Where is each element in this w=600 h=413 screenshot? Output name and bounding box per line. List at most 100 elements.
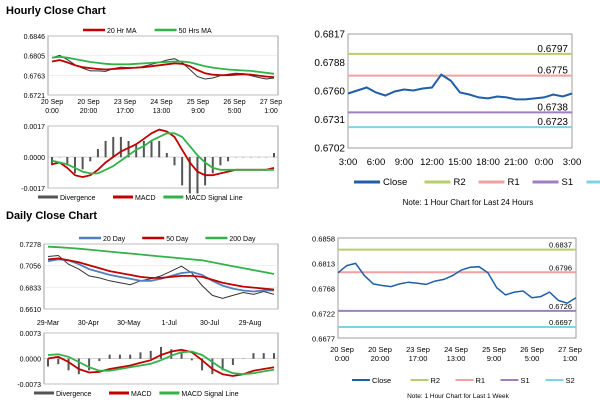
daily-xtick: 30-Jul [200,320,220,327]
pivot-24h-xtick: 21:00 [504,157,528,168]
daily-divergence-bar [221,358,224,371]
daily-divergence-bar [57,358,60,365]
hourly-chart-title: Hourly Close Chart [6,5,106,17]
hourly-xtick-date: 23 Sep [114,99,136,106]
hourly-divergence-bar [119,136,122,158]
pivot-week-ytick: 0.6677 [312,335,335,344]
pivot-week-legend-label: R1 [476,376,486,385]
pivot-24h-xtick: 18:00 [476,157,500,168]
hourly-price-ytick: 0.6846 [24,34,46,41]
pivot-week-xtick-date: 24 Sep [444,345,468,354]
hourly-divergence-bar [165,152,168,158]
daily-macd-ytick: 0.0073 [20,331,42,338]
hourly-divergence-bar [181,157,184,186]
pivot-24h-close-line [347,73,573,101]
pivot-week-level-label: 0.6837 [549,241,572,250]
daily-xtick: 29-Aug [239,320,262,327]
hourly-price-close-line [51,54,275,80]
pivot-24h-frame [347,33,573,149]
daily-macd-legend-label: MACD Signal Line [181,391,238,398]
pivot-week-xtick-time: 0:00 [335,354,350,363]
hourly-divergence-bar [89,157,92,162]
daily-divergence-bar [88,358,91,371]
hourly-xtick-time: 9:00 [191,108,205,115]
hourly-xtick-time: 13:00 [153,108,171,115]
pivot-week-level-label: 0.6796 [549,263,572,272]
pivot-week-xtick-time: 5:00 [525,354,540,363]
daily-macd-legend-label: MACD [131,391,152,398]
hourly-xtick-time: 1:00 [264,108,278,115]
daily-macd-ytick: -0.0073 [17,382,41,389]
hourly-divergence-bar [188,157,191,194]
pivot-24h-legend-label: R2 [454,177,466,188]
pivot-week-xtick-time: 13:00 [447,354,466,363]
hourly-divergence-bar [112,136,115,158]
hourly-divergence-bar [142,140,145,158]
hourly-divergence-bar [73,157,76,174]
hourly-divergence-bar [66,157,69,166]
pivot-24h-ytick: 0.6788 [314,58,345,69]
daily-price-ytick: 0.7278 [20,242,42,249]
pivot-week-ytick: 0.6722 [312,310,335,319]
hourly-divergence-bar [127,140,130,158]
pivot-week-xtick-date: 26 Sep [520,345,544,354]
hourly-divergence-bar [158,140,161,158]
hourly-xtick-date: 20 Sep [77,99,99,106]
hourly-xtick-date: 25 Sep [187,99,209,106]
hourly-ma-20-hr-ma [51,59,275,78]
daily-divergence-bar [77,358,80,375]
daily-divergence-bar [231,358,234,365]
hourly-ma-50-hrs-ma [51,55,275,75]
pivot-24h-level-label: 0.6775 [537,66,568,77]
pivot-24h-level-label: 0.6723 [537,117,568,128]
pivot-week-xtick-time: 20:00 [371,354,390,363]
daily-divergence-bar [170,349,173,359]
daily-divergence-bar [67,358,70,371]
daily-divergence-bar [262,353,265,359]
hourly-legend-label: 20 Hr MA [107,28,137,35]
hourly-macd-signal-line-line [51,132,274,175]
hourly-divergence-bar [81,157,84,170]
daily-divergence-bar [273,353,275,359]
pivot-24h-level-label: 0.6797 [537,44,568,55]
hourly-divergence-bar [150,140,153,158]
pivot-week-legend-label: S2 [566,376,575,385]
pivot-week-xtick-time: 9:00 [487,354,502,363]
daily-divergence-bar [180,353,183,359]
hourly-xtick-date: 24 Sep [150,99,172,106]
hourly-divergence-bar [135,144,138,158]
daily-xtick: 29-Mar [37,320,60,327]
hourly-macd-ytick: 0.0017 [24,124,46,131]
pivot-week-xtick-time: 1:00 [563,354,578,363]
daily-divergence-bar [108,354,111,359]
pivot-24h-legend-label: Close [383,177,407,188]
pivot-24h-xtick: 3:00 [563,157,582,168]
daily-ma-200-day [47,245,275,275]
hourly-macd-legend-label: Divergence [60,195,96,202]
daily-price-ytick: 0.7056 [20,264,42,271]
pivot-week-xtick-date: 23 Sep [406,345,430,354]
pivot-week-xtick-time: 17:00 [409,354,428,363]
hourly-xtick-date: 27 Sep [260,99,282,106]
pivot-week-note: Note: 1 Hour Chart for Last 1 Week [407,393,510,400]
hourly-divergence-bar [204,157,207,186]
hourly-divergence-bar [104,140,107,158]
daily-divergence-bar [211,358,214,375]
hourly-divergence-bar [196,157,199,194]
hourly-macd-legend-label: MACD Signal Line [185,195,242,202]
pivot-week-legend-label: R2 [431,376,441,385]
daily-ma-50-day [47,257,275,291]
daily-xtick: 30-Apr [78,320,100,327]
pivot-week-ytick: 0.6858 [312,235,335,244]
hourly-xtick-time: 0:00 [45,108,59,115]
pivot-week-legend-label: Close [372,376,391,385]
pivot-24h-xtick: 6:00 [367,157,386,168]
pivot-week-xtick-date: 25 Sep [482,345,506,354]
hourly-legend-label: 50 Hrs MA [179,28,212,35]
daily-divergence-bar [190,358,193,361]
daily-macd-line [47,348,275,377]
daily-divergence-bar [118,354,121,359]
pivot-week-level-label: 0.6726 [549,302,572,311]
hourly-price-ytick: 0.6763 [24,73,46,80]
daily-legend-label: 200 Day [229,236,256,243]
